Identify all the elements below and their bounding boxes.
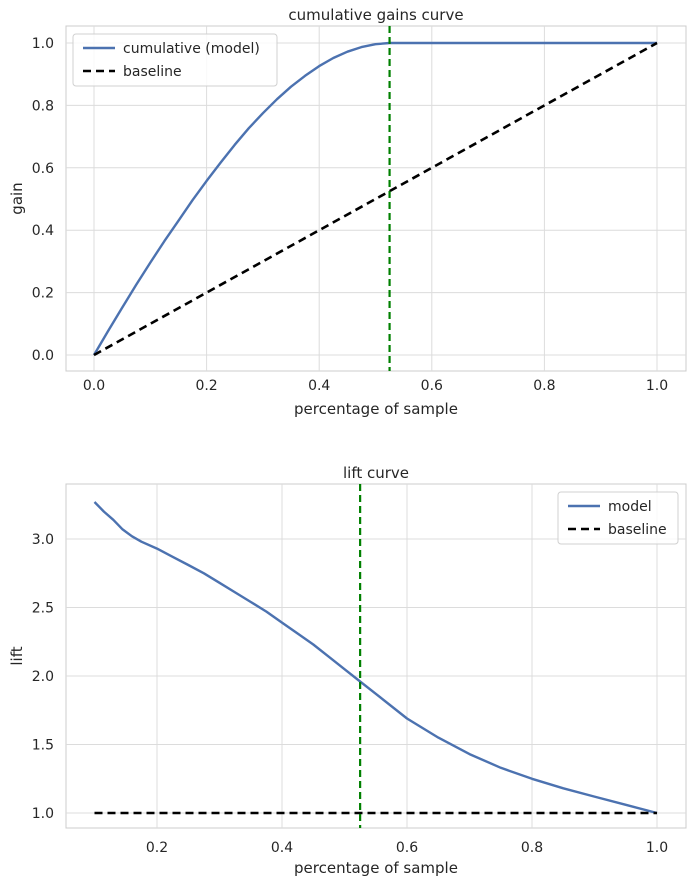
x-tick-label: 0.8: [533, 378, 555, 394]
y-tick-label: 2.5: [32, 601, 54, 617]
x-tick-label: 1.0: [646, 378, 668, 394]
legend: cumulative (model) baseline: [72, 33, 278, 87]
y-tick-label: 0.6: [32, 161, 54, 177]
y-tick-label: 3.0: [32, 532, 54, 548]
x-tick-label: 0.6: [396, 840, 418, 856]
chart-1: 0.0 0.2 0.4 0.6 0.8 1.0 0.0 0.2 0.4 0.6 0.8 1.0 cumu…: [8, 6, 687, 418]
x-tick-label: 0.4: [308, 378, 330, 394]
x-tick-label: 0.2: [146, 840, 168, 856]
x-tick-label: 0.6: [421, 378, 443, 394]
legend-box: [72, 33, 278, 87]
x-tick-label: 0.4: [271, 840, 293, 856]
x-tick-label: 0.2: [195, 378, 217, 394]
legend: model baseline: [557, 491, 679, 545]
y-tick-label: 0.2: [32, 286, 54, 302]
y-tick-label: 0.4: [32, 223, 54, 239]
legend-label: baseline: [608, 522, 667, 538]
chart-2: 0.2 0.4 0.6 0.8 1.0 1.0 1.5 2.0 2.5 3.0 lift curve…: [8, 464, 687, 877]
y-axis-label: gain: [8, 182, 26, 214]
series-line-baseline: [93, 41, 658, 357]
y-tick-label: 2.0: [32, 669, 54, 685]
x-tick-label: 0.0: [83, 378, 105, 394]
series-line-model: [92, 41, 657, 356]
y-tick-label: 1.0: [32, 806, 54, 822]
x-axis-label: percentage of sample: [294, 400, 458, 418]
y-tick-label: 0.0: [32, 348, 54, 364]
legend-label: cumulative (model): [123, 41, 260, 57]
y-axis-label: lift: [8, 646, 26, 665]
y-tick-label: 0.8: [32, 98, 54, 114]
y-tick-label: 1.0: [32, 36, 54, 52]
x-tick-label: 1.0: [646, 840, 668, 856]
chart-title: cumulative gains curve: [288, 6, 463, 24]
legend-label: baseline: [123, 64, 182, 80]
x-tick-label: 0.8: [521, 840, 543, 856]
legend-label: model: [608, 499, 652, 515]
chart-title: lift curve: [343, 464, 409, 482]
series-line-model: [93, 501, 658, 815]
y-tick-label: 1.5: [32, 738, 54, 754]
x-axis-label: percentage of sample: [294, 859, 458, 877]
